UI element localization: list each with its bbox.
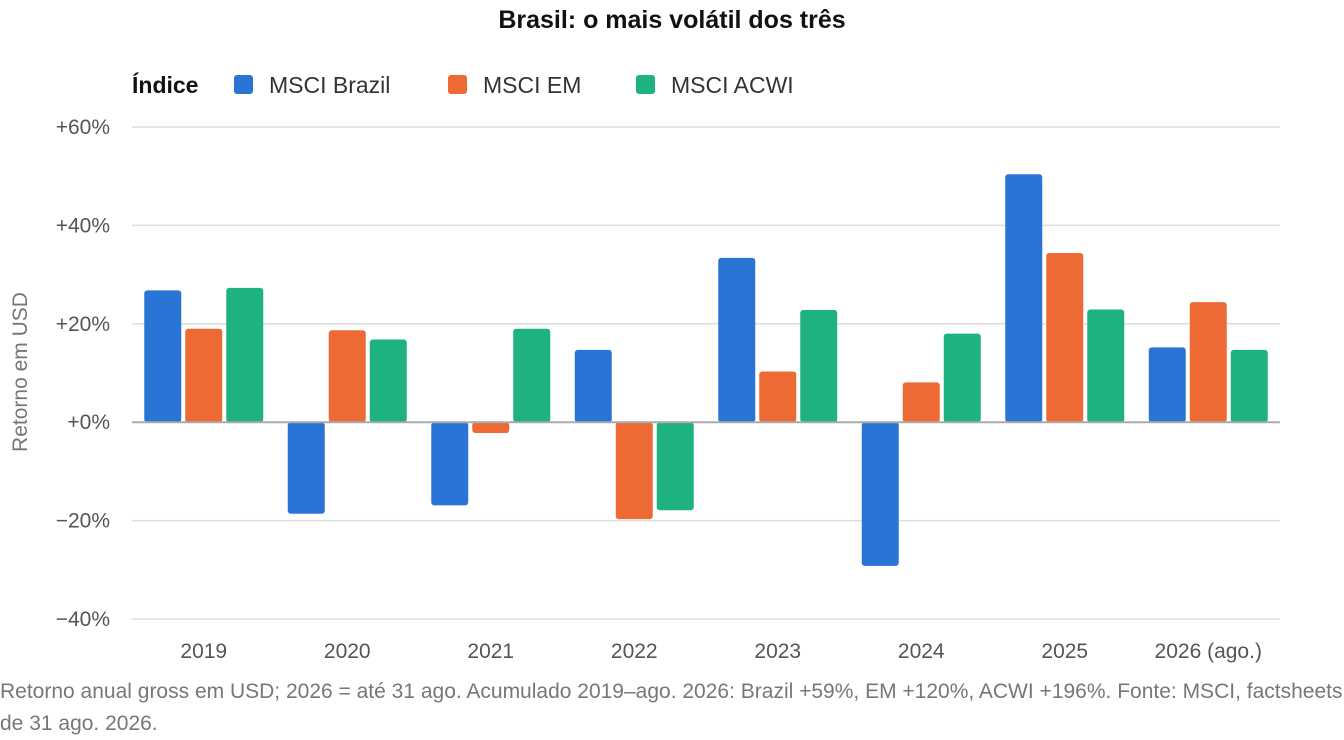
- x-tick-label: 2026 (ago.): [1155, 640, 1262, 663]
- x-tick-label: 2023: [754, 640, 801, 663]
- x-tick-label: 2021: [467, 640, 514, 663]
- y-tick-label: −20%: [56, 510, 110, 533]
- bar-msci-acwi-2: [513, 328, 551, 423]
- y-axis-label: Retorno em USD: [9, 292, 32, 452]
- bar-msci-brazil-1: [287, 422, 325, 514]
- bar-msci-acwi-5: [943, 333, 981, 423]
- bar-msci-em-1: [328, 330, 366, 423]
- x-tick-label: 2025: [1041, 640, 1088, 663]
- x-tick-label: 2020: [324, 640, 371, 663]
- footnote: Retorno anual gross em USD; 2026 = até 3…: [0, 680, 1343, 735]
- legend-swatch: [636, 75, 655, 94]
- y-tick-label: +20%: [56, 313, 110, 336]
- y-tick-label: +40%: [56, 214, 110, 237]
- legend-label: MSCI Brazil: [269, 72, 390, 98]
- bar-msci-brazil-4: [718, 257, 756, 423]
- bar-msci-brazil-6: [1005, 174, 1043, 423]
- x-tick-label: 2024: [898, 640, 945, 663]
- chart-title: Brasil: o mais volátil dos três: [498, 6, 845, 34]
- bar-msci-brazil-2: [431, 422, 469, 506]
- bar-msci-brazil-3: [574, 349, 612, 423]
- y-tick-label: −40%: [56, 608, 110, 631]
- bar-msci-em-3: [615, 422, 653, 520]
- bar-msci-brazil-5: [861, 422, 899, 566]
- legend-title: Índice: [132, 71, 198, 98]
- chart: Brasil: o mais volátil dos três Índice M…: [9, 6, 1280, 663]
- legend: Índice MSCI Brazil MSCI EM MSCI ACWI: [132, 71, 794, 98]
- legend-swatch: [448, 75, 467, 94]
- bar-msci-em-5: [902, 382, 940, 423]
- bar-msci-brazil-7: [1148, 347, 1186, 423]
- legend-label: MSCI EM: [483, 72, 581, 98]
- x-tick-label: 2022: [611, 640, 658, 663]
- bar-msci-acwi-4: [800, 310, 838, 423]
- bar-msci-acwi-3: [656, 422, 694, 511]
- bar-msci-em-7: [1189, 302, 1227, 423]
- legend-swatch: [234, 75, 253, 94]
- bar-msci-acwi-1: [369, 339, 407, 423]
- bar-msci-em-6: [1046, 252, 1084, 423]
- y-tick-label: +60%: [56, 116, 110, 139]
- x-tick-label: 2019: [180, 640, 227, 663]
- legend-label: MSCI ACWI: [671, 72, 794, 98]
- bar-msci-acwi-7: [1230, 349, 1268, 423]
- bar-msci-brazil-0: [144, 290, 182, 423]
- bar-msci-em-4: [759, 371, 797, 423]
- bar-msci-acwi-0: [226, 287, 264, 423]
- bar-msci-em-2: [472, 422, 510, 434]
- y-tick-label: +0%: [67, 411, 110, 434]
- bar-msci-acwi-6: [1087, 309, 1125, 423]
- bar-msci-em-0: [185, 328, 223, 423]
